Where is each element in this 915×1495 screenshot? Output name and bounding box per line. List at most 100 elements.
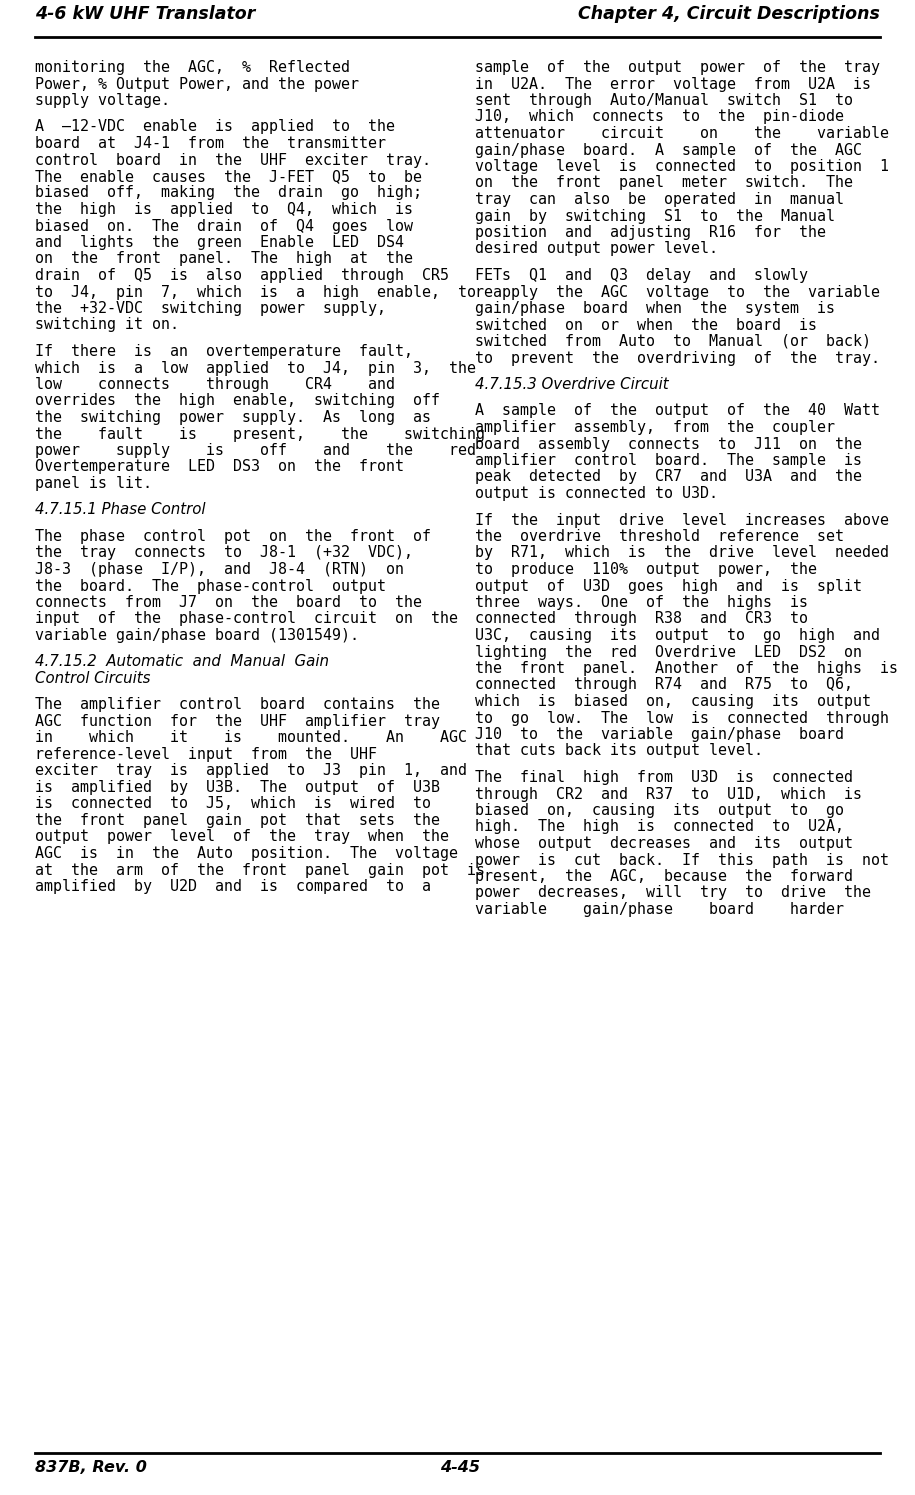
Text: amplified  by  U2D  and  is  compared  to  a: amplified by U2D and is compared to a bbox=[35, 879, 431, 894]
Text: tray  can  also  be  operated  in  manual: tray can also be operated in manual bbox=[475, 191, 844, 206]
Text: Chapter 4, Circuit Descriptions: Chapter 4, Circuit Descriptions bbox=[578, 4, 880, 22]
Text: present,  the  AGC,  because  the  forward: present, the AGC, because the forward bbox=[475, 869, 853, 884]
Text: The  enable  causes  the  J-FET  Q5  to  be: The enable causes the J-FET Q5 to be bbox=[35, 169, 422, 184]
Text: 837B, Rev. 0: 837B, Rev. 0 bbox=[35, 1461, 147, 1476]
Text: input  of  the  phase-control  circuit  on  the: input of the phase-control circuit on th… bbox=[35, 611, 458, 626]
Text: biased  on,  causing  its  output  to  go: biased on, causing its output to go bbox=[475, 803, 844, 818]
Text: board  assembly  connects  to  J11  on  the: board assembly connects to J11 on the bbox=[475, 437, 862, 451]
Text: biased  off,  making  the  drain  go  high;: biased off, making the drain go high; bbox=[35, 185, 422, 200]
Text: J10,  which  connects  to  the  pin-diode: J10, which connects to the pin-diode bbox=[475, 109, 844, 124]
Text: the    fault    is    present,    the    switching: the fault is present, the switching bbox=[35, 426, 485, 441]
Text: high.  The  high  is  connected  to  U2A,: high. The high is connected to U2A, bbox=[475, 819, 844, 834]
Text: in  U2A.  The  error  voltage  from  U2A  is: in U2A. The error voltage from U2A is bbox=[475, 76, 871, 91]
Text: The  phase  control  pot  on  the  front  of: The phase control pot on the front of bbox=[35, 529, 431, 544]
Text: to  go  low.  The  low  is  connected  through: to go low. The low is connected through bbox=[475, 710, 889, 725]
Text: voltage  level  is  connected  to  position  1: voltage level is connected to position 1 bbox=[475, 158, 889, 173]
Text: power    supply    is    off    and    the    red: power supply is off and the red bbox=[35, 443, 476, 457]
Text: amplifier  control  board.  The  sample  is: amplifier control board. The sample is bbox=[475, 453, 862, 468]
Text: drain  of  Q5  is  also  applied  through  CR5: drain of Q5 is also applied through CR5 bbox=[35, 268, 449, 283]
Text: power  decreases,  will  try  to  drive  the: power decreases, will try to drive the bbox=[475, 885, 871, 900]
Text: connects  from  J7  on  the  board  to  the: connects from J7 on the board to the bbox=[35, 595, 422, 610]
Text: gain/phase  board  when  the  system  is: gain/phase board when the system is bbox=[475, 300, 835, 315]
Text: in    which    it    is    mounted.    An    AGC: in which it is mounted. An AGC bbox=[35, 731, 467, 746]
Text: to  produce  110%  output  power,  the: to produce 110% output power, the bbox=[475, 562, 817, 577]
Text: at  the  arm  of  the  front  panel  gain  pot  is: at the arm of the front panel gain pot i… bbox=[35, 863, 485, 878]
Text: panel is lit.: panel is lit. bbox=[35, 475, 152, 490]
Text: gain  by  switching  S1  to  the  Manual: gain by switching S1 to the Manual bbox=[475, 208, 835, 223]
Text: switching it on.: switching it on. bbox=[35, 317, 179, 332]
Text: to  J4,  pin  7,  which  is  a  high  enable,  to: to J4, pin 7, which is a high enable, to bbox=[35, 284, 476, 299]
Text: monitoring  the  AGC,  %  Reflected: monitoring the AGC, % Reflected bbox=[35, 60, 350, 75]
Text: the  board.  The  phase-control  output: the board. The phase-control output bbox=[35, 579, 386, 594]
Text: 4-45: 4-45 bbox=[440, 1461, 480, 1476]
Text: reapply  the  AGC  voltage  to  the  variable: reapply the AGC voltage to the variable bbox=[475, 284, 880, 299]
Text: that cuts back its output level.: that cuts back its output level. bbox=[475, 743, 763, 758]
Text: supply voltage.: supply voltage. bbox=[35, 93, 170, 108]
Text: output  power  level  of  the  tray  when  the: output power level of the tray when the bbox=[35, 830, 449, 845]
Text: low    connects    through    CR4    and: low connects through CR4 and bbox=[35, 377, 395, 392]
Text: the  front  panel  gain  pot  that  sets  the: the front panel gain pot that sets the bbox=[35, 813, 440, 828]
Text: board  at  J4-1  from  the  transmitter: board at J4-1 from the transmitter bbox=[35, 136, 386, 151]
Text: position  and  adjusting  R16  for  the: position and adjusting R16 for the bbox=[475, 226, 826, 241]
Text: The  amplifier  control  board  contains  the: The amplifier control board contains the bbox=[35, 698, 440, 713]
Text: peak  detected  by  CR7  and  U3A  and  the: peak detected by CR7 and U3A and the bbox=[475, 469, 862, 484]
Text: by  R71,  which  is  the  drive  level  needed: by R71, which is the drive level needed bbox=[475, 546, 889, 561]
Text: sample  of  the  output  power  of  the  tray: sample of the output power of the tray bbox=[475, 60, 880, 75]
Text: switched  from  Auto  to  Manual  (or  back): switched from Auto to Manual (or back) bbox=[475, 333, 871, 348]
Text: 4.7.15.3 Overdrive Circuit: 4.7.15.3 Overdrive Circuit bbox=[475, 377, 669, 392]
Text: sent  through  Auto/Manual  switch  S1  to: sent through Auto/Manual switch S1 to bbox=[475, 93, 853, 108]
Text: the  high  is  applied  to  Q4,  which  is: the high is applied to Q4, which is bbox=[35, 202, 413, 217]
Text: J8-3  (phase  I/P),  and  J8-4  (RTN)  on: J8-3 (phase I/P), and J8-4 (RTN) on bbox=[35, 562, 404, 577]
Text: the  +32-VDC  switching  power  supply,: the +32-VDC switching power supply, bbox=[35, 300, 386, 315]
Text: gain/phase  board.  A  sample  of  the  AGC: gain/phase board. A sample of the AGC bbox=[475, 142, 862, 157]
Text: The  final  high  from  U3D  is  connected: The final high from U3D is connected bbox=[475, 770, 853, 785]
Text: power  is  cut  back.  If  this  path  is  not: power is cut back. If this path is not bbox=[475, 852, 889, 867]
Text: output is connected to U3D.: output is connected to U3D. bbox=[475, 486, 718, 501]
Text: the  overdrive  threshold  reference  set: the overdrive threshold reference set bbox=[475, 529, 844, 544]
Text: Overtemperature  LED  DS3  on  the  front: Overtemperature LED DS3 on the front bbox=[35, 459, 404, 474]
Text: J10  to  the  variable  gain/phase  board: J10 to the variable gain/phase board bbox=[475, 727, 844, 742]
Text: If  the  input  drive  level  increases  above: If the input drive level increases above bbox=[475, 513, 889, 528]
Text: 4.7.15.2  Automatic  and  Manual  Gain: 4.7.15.2 Automatic and Manual Gain bbox=[35, 655, 329, 670]
Text: and  lights  the  green  Enable  LED  DS4: and lights the green Enable LED DS4 bbox=[35, 235, 404, 250]
Text: variable    gain/phase    board    harder: variable gain/phase board harder bbox=[475, 901, 844, 916]
Text: Control Circuits: Control Circuits bbox=[35, 671, 150, 686]
Text: 4.7.15.1 Phase Control: 4.7.15.1 Phase Control bbox=[35, 502, 206, 517]
Text: AGC  is  in  the  Auto  position.  The  voltage: AGC is in the Auto position. The voltage bbox=[35, 846, 458, 861]
Text: three  ways.  One  of  the  highs  is: three ways. One of the highs is bbox=[475, 595, 808, 610]
Text: connected  through  R38  and  CR3  to: connected through R38 and CR3 to bbox=[475, 611, 808, 626]
Text: desired output power level.: desired output power level. bbox=[475, 242, 718, 257]
Text: biased  on.  The  drain  of  Q4  goes  low: biased on. The drain of Q4 goes low bbox=[35, 218, 413, 233]
Text: AGC  function  for  the  UHF  amplifier  tray: AGC function for the UHF amplifier tray bbox=[35, 715, 440, 730]
Text: lighting  the  red  Overdrive  LED  DS2  on: lighting the red Overdrive LED DS2 on bbox=[475, 644, 862, 659]
Text: Power, % Output Power, and the power: Power, % Output Power, and the power bbox=[35, 76, 359, 91]
Text: to  prevent  the  overdriving  of  the  tray.: to prevent the overdriving of the tray. bbox=[475, 350, 880, 365]
Text: is  connected  to  J5,  which  is  wired  to: is connected to J5, which is wired to bbox=[35, 797, 431, 812]
Text: exciter  tray  is  applied  to  J3  pin  1,  and: exciter tray is applied to J3 pin 1, and bbox=[35, 764, 467, 779]
Text: attenuator    circuit    on    the    variable: attenuator circuit on the variable bbox=[475, 126, 889, 141]
Text: variable gain/phase board (1301549).: variable gain/phase board (1301549). bbox=[35, 628, 359, 643]
Text: which  is  a  low  applied  to  J4,  pin  3,  the: which is a low applied to J4, pin 3, the bbox=[35, 360, 476, 375]
Text: output  of  U3D  goes  high  and  is  split: output of U3D goes high and is split bbox=[475, 579, 862, 594]
Text: If  there  is  an  overtemperature  fault,: If there is an overtemperature fault, bbox=[35, 344, 413, 359]
Text: A  sample  of  the  output  of  the  40  Watt: A sample of the output of the 40 Watt bbox=[475, 404, 880, 419]
Text: switched  on  or  when  the  board  is: switched on or when the board is bbox=[475, 317, 817, 332]
Text: the  tray  connects  to  J8-1  (+32  VDC),: the tray connects to J8-1 (+32 VDC), bbox=[35, 546, 413, 561]
Text: 4-6 kW UHF Translator: 4-6 kW UHF Translator bbox=[35, 4, 255, 22]
Text: is  amplified  by  U3B.  The  output  of  U3B: is amplified by U3B. The output of U3B bbox=[35, 780, 440, 795]
Text: connected  through  R74  and  R75  to  Q6,: connected through R74 and R75 to Q6, bbox=[475, 677, 853, 692]
Text: the  front  panel.  Another  of  the  highs  is: the front panel. Another of the highs is bbox=[475, 661, 898, 676]
Text: amplifier  assembly,  from  the  coupler: amplifier assembly, from the coupler bbox=[475, 420, 835, 435]
Text: the  switching  power  supply.  As  long  as: the switching power supply. As long as bbox=[35, 410, 431, 425]
Text: U3C,  causing  its  output  to  go  high  and: U3C, causing its output to go high and bbox=[475, 628, 880, 643]
Text: FETs  Q1  and  Q3  delay  and  slowly: FETs Q1 and Q3 delay and slowly bbox=[475, 268, 808, 283]
Text: control  board  in  the  UHF  exciter  tray.: control board in the UHF exciter tray. bbox=[35, 152, 431, 167]
Text: overrides  the  high  enable,  switching  off: overrides the high enable, switching off bbox=[35, 393, 440, 408]
Text: whose  output  decreases  and  its  output: whose output decreases and its output bbox=[475, 836, 853, 851]
Text: through  CR2  and  R37  to  U1D,  which  is: through CR2 and R37 to U1D, which is bbox=[475, 786, 862, 801]
Text: reference-level  input  from  the  UHF: reference-level input from the UHF bbox=[35, 748, 377, 762]
Text: which  is  biased  on,  causing  its  output: which is biased on, causing its output bbox=[475, 694, 871, 709]
Text: on  the  front  panel  meter  switch.  The: on the front panel meter switch. The bbox=[475, 175, 853, 190]
Text: A  –12-VDC  enable  is  applied  to  the: A –12-VDC enable is applied to the bbox=[35, 120, 395, 135]
Text: on  the  front  panel.  The  high  at  the: on the front panel. The high at the bbox=[35, 251, 413, 266]
